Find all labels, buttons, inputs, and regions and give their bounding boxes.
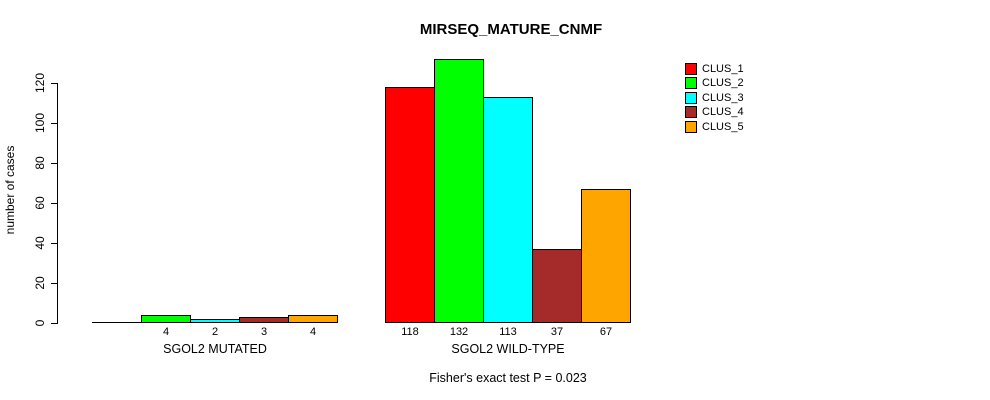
y-axis-label: number of cases — [3, 145, 17, 235]
y-tick — [51, 123, 57, 124]
bar-clus_2-group2 — [434, 59, 484, 323]
y-tick — [51, 283, 57, 284]
legend-item: CLUS_4 — [685, 106, 744, 119]
y-tick-label: 20 — [33, 276, 47, 290]
legend-label: CLUS_1 — [702, 63, 744, 75]
bar-clus_1-group2 — [385, 87, 435, 323]
bar-value-label: 4 — [309, 326, 317, 338]
bar-clus_5-group2 — [581, 189, 631, 323]
y-tick — [51, 83, 57, 84]
y-tick — [51, 163, 57, 164]
legend-item: CLUS_1 — [685, 63, 744, 75]
y-tick — [51, 203, 57, 204]
y-tick-label: 0 — [33, 319, 47, 327]
bar-clus_4-group2 — [532, 249, 582, 323]
legend-label: CLUS_3 — [702, 91, 744, 104]
legend-swatch-clus_3 — [685, 91, 697, 104]
y-tick — [51, 323, 57, 324]
legend-item: CLUS_5 — [685, 120, 744, 133]
x-category-label: SGOL2 WILD-TYPE — [451, 342, 565, 356]
bar-value-label: 37 — [550, 326, 564, 338]
bar-clus_3-group2 — [483, 97, 533, 323]
y-tick-label: 80 — [33, 156, 47, 170]
legend-swatch-clus_2 — [685, 77, 697, 90]
bar-value-label: 4 — [162, 326, 170, 338]
legend-label: CLUS_5 — [702, 120, 744, 133]
legend-swatch-clus_4 — [685, 106, 697, 119]
bar-value-label: 2 — [211, 326, 219, 338]
y-tick-label: 120 — [33, 72, 47, 94]
legend: CLUS_1 CLUS_2 CLUS_3 CLUS_4 CLUS_5 — [685, 63, 744, 135]
bar-clus_5-group1 — [288, 315, 338, 323]
y-axis-line — [57, 83, 58, 324]
legend-swatch-clus_5 — [685, 120, 697, 133]
bar-value-label: 67 — [599, 326, 613, 338]
x-category-label: SGOL2 MUTATED — [163, 342, 267, 356]
fisher-test-note: Fisher's exact test P = 0.023 — [429, 371, 587, 385]
legend-label: CLUS_2 — [702, 77, 744, 90]
y-tick — [51, 243, 57, 244]
bar-clus_1-group1 — [92, 322, 142, 323]
bar-value-label: 132 — [449, 326, 469, 338]
legend-item: CLUS_3 — [685, 91, 744, 104]
bar-clus_2-group1 — [141, 315, 191, 323]
bar-value-label: 3 — [260, 326, 268, 338]
y-tick-label: 40 — [33, 236, 47, 250]
bar-value-label: 113 — [499, 326, 517, 338]
legend-swatch-clus_1 — [685, 63, 697, 75]
legend-item: CLUS_2 — [685, 77, 744, 90]
chart-title: MIRSEQ_MATURE_CNMF — [419, 21, 603, 38]
y-tick-label: 60 — [33, 196, 47, 210]
bar-clus_3-group1 — [190, 319, 240, 323]
y-tick-label: 100 — [33, 112, 47, 134]
bar-value-label: 118 — [401, 326, 419, 338]
legend-label: CLUS_4 — [702, 106, 744, 119]
bar-clus_4-group1 — [239, 317, 289, 323]
